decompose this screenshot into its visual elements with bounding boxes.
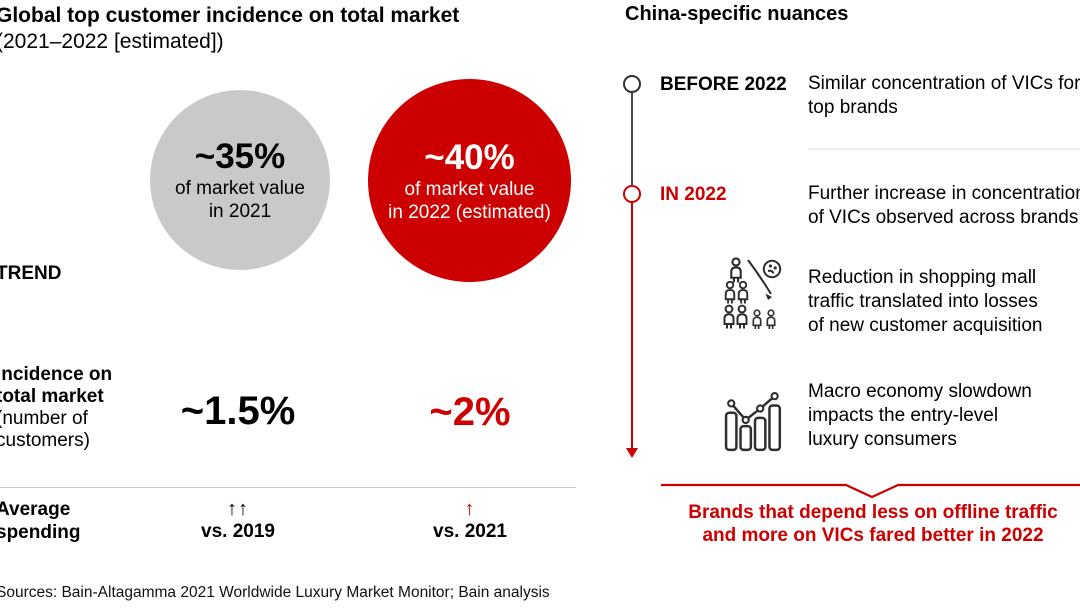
- incidence-value-2021: ~1.5%: [180, 389, 296, 433]
- spending-2022-label: vs. 2021: [433, 521, 507, 542]
- timeline-item-3-text: Reduction in shopping mall traffic trans…: [808, 266, 1042, 338]
- timeline-node-before-2022-icon: [623, 75, 641, 93]
- incidence-label-normal2: customers): [0, 430, 90, 451]
- timeline-label-in-2022: IN 2022: [660, 184, 727, 205]
- timeline-item-1-line2: top brands: [808, 97, 898, 118]
- incidence-label-bold1: Incidence on: [0, 364, 113, 385]
- timeline-label-before-2022: BEFORE 2022: [660, 74, 787, 95]
- bubble-2021-value: ~35%: [194, 137, 286, 176]
- bubble-2022: ~40% of market value in 2022 (estimated): [368, 79, 571, 282]
- sources-note: Sources: Bain-Altagamma 2021 Worldwide L…: [0, 584, 550, 601]
- bubble-2021-label2: in 2021: [208, 201, 272, 222]
- timeline-item-2-line1: Further increase in concentration: [808, 183, 1080, 204]
- timeline-item-1-line1: Similar concentration of VICs for: [808, 73, 1080, 94]
- row-label-spending: Average spending: [0, 498, 80, 544]
- timeline-line-red: [631, 203, 633, 448]
- takeaway-line1: Brands that depend less on offline traff…: [688, 502, 1058, 523]
- timeline-arrowhead-icon: [626, 448, 638, 458]
- up-arrow-icon: ↑: [464, 498, 476, 520]
- incidence-value-2022: ~2%: [429, 390, 511, 434]
- bubble-2021: ~35% of market value in 2021: [150, 90, 330, 270]
- left-section-divider: [0, 487, 576, 488]
- timeline-item-2-text: Further increase in concentration of VIC…: [808, 182, 1080, 230]
- takeaway-line2: and more on VICs fared better in 2022: [702, 525, 1044, 546]
- bubble-2022-label1: of market value: [404, 178, 535, 200]
- chevron-down-icon: [661, 483, 1080, 499]
- row-label-trend: TREND: [0, 263, 62, 284]
- right-panel-title: China-specific nuances: [625, 3, 849, 25]
- spending-label-line1: Average: [0, 499, 71, 520]
- bubble-2022-label2: in 2022 (estimated): [388, 201, 551, 223]
- timeline-item-4-line2: impacts the entry-level: [808, 405, 999, 426]
- row-label-incidence: Incidence on total market (number of cus…: [0, 364, 112, 452]
- spending-2022-cell: ↑ vs. 2021: [370, 499, 570, 543]
- timeline-item-2-line2: of VICs observed across brands: [808, 207, 1079, 228]
- spending-2021-label: vs. 2019: [201, 521, 275, 542]
- declining-mall-traffic-icon: [723, 257, 782, 330]
- timeline-item-4-line3: luxury consumers: [808, 429, 957, 450]
- spending-label-line2: spending: [0, 522, 81, 543]
- timeline-item-3-line3: of new customer acquisition: [808, 315, 1043, 336]
- timeline-item-1-text: Similar concentration of VICs for top br…: [808, 72, 1080, 120]
- double-up-arrow-icon: ↑↑: [227, 498, 249, 520]
- timeline-item-4-text: Macro economy slowdown impacts the entry…: [808, 380, 1032, 452]
- bubble-2021-label1: of market value: [175, 178, 305, 199]
- takeaway-text: Brands that depend less on offline traff…: [653, 501, 1080, 547]
- timeline-line-dark: [631, 93, 633, 185]
- timeline-node-in-2022-icon: [623, 185, 641, 203]
- timeline-item-4-line1: Macro economy slowdown: [808, 381, 1032, 402]
- left-title-line1: Global top customer incidence on total m…: [0, 4, 460, 27]
- timeline-item-3-line2: traffic translated into losses: [808, 291, 1038, 312]
- incidence-label-normal1: (number of: [0, 408, 88, 429]
- right-section-divider: [808, 148, 1080, 150]
- left-title-line2: (2021–2022 [estimated]): [0, 30, 224, 53]
- timeline-item-3-line1: Reduction in shopping mall: [808, 267, 1037, 288]
- bubble-2022-value: ~40%: [424, 137, 515, 177]
- macro-economy-chart-icon: [724, 392, 782, 452]
- incidence-label-bold2: total market: [0, 386, 104, 407]
- spending-2021-cell: ↑↑ vs. 2019: [138, 499, 338, 543]
- left-panel-title: Global top customer incidence on total m…: [0, 3, 459, 55]
